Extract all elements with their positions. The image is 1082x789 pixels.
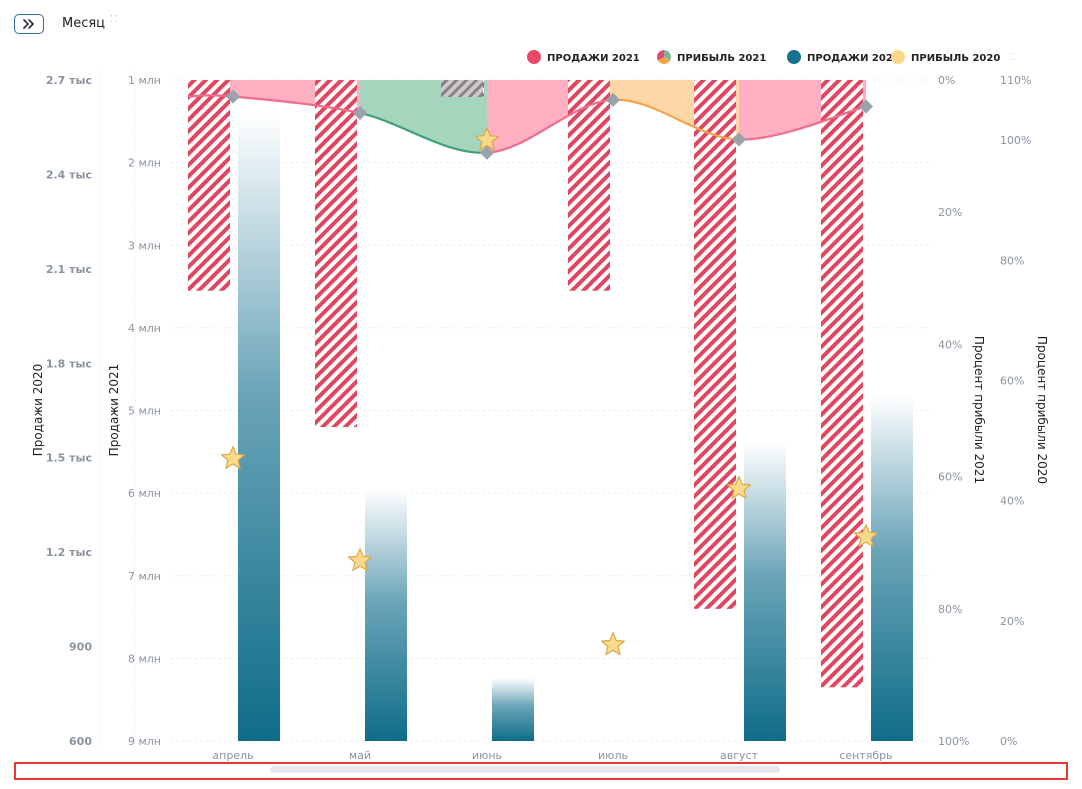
legend-dots-icon: ⁚⁚ bbox=[1010, 53, 1016, 63]
sales-2021-tick-label: 4 млн bbox=[128, 322, 161, 335]
profit-2020-tick-label: 100% bbox=[1000, 134, 1031, 147]
profit-2020-axis-title: Процент прибыли 2020 bbox=[1035, 336, 1049, 484]
profit-2020-star bbox=[475, 127, 499, 151]
profit-2020-tick-label: 110% bbox=[1000, 74, 1031, 87]
sales-2021-tick-label: 5 млн bbox=[128, 405, 161, 418]
bars bbox=[188, 80, 913, 741]
sales-2021-bar-june bbox=[441, 80, 483, 97]
markers bbox=[221, 89, 878, 656]
profit-2020-tick-label: 60% bbox=[1000, 374, 1024, 387]
period-label[interactable]: Месяц bbox=[62, 16, 106, 31]
sales-2021-tick-label: 3 млн bbox=[128, 239, 161, 252]
profit-2020-star bbox=[727, 476, 751, 499]
sales-2020-tick-label: 1.5 тыс bbox=[46, 452, 92, 465]
profit-2021-marker bbox=[605, 92, 621, 107]
profit-2021-tick-label: 20% bbox=[938, 206, 962, 219]
category-label: июнь bbox=[472, 749, 502, 762]
scrollbar-thumb[interactable] bbox=[270, 766, 780, 773]
sales-2021-tick-label: 2 млн bbox=[128, 157, 161, 170]
legend-swatch bbox=[787, 50, 801, 64]
profit-2021-tick-label: 40% bbox=[938, 338, 962, 351]
legend-swatch-part bbox=[664, 50, 671, 61]
scrollbar-highlight bbox=[14, 762, 1068, 780]
grid-lines bbox=[99, 70, 930, 745]
legend-swatch-part bbox=[657, 50, 664, 61]
sales-2020-tick-label: 1.8 тыс bbox=[46, 357, 92, 370]
legend-swatch bbox=[891, 50, 905, 64]
expand-sidebar-button[interactable] bbox=[14, 14, 44, 34]
profit-2021-tick-label: 80% bbox=[938, 603, 962, 616]
profit-2021-tick-label: 60% bbox=[938, 471, 962, 484]
profit-2021-marker bbox=[479, 145, 495, 160]
profit-2020-star bbox=[601, 632, 625, 656]
sales-2021-tick-label: 7 млн bbox=[128, 570, 161, 583]
profit-2021-axis-title: Процент прибыли 2021 bbox=[972, 336, 986, 484]
sales-2020-tick-label: 900 bbox=[69, 641, 92, 654]
legend-dots-icon: ⁚⁚ bbox=[630, 53, 636, 63]
category-label: август bbox=[720, 749, 759, 762]
sales-2020-tick-label: 2.7 тыс bbox=[46, 74, 92, 87]
profit-2021-line bbox=[188, 94, 866, 154]
sales-2021-tick-label: 9 млн bbox=[128, 735, 161, 748]
sales-2021-axis-title: Продажи 2021 bbox=[107, 364, 121, 457]
profit-2021-marker bbox=[352, 105, 368, 121]
profit-2021-line-segment bbox=[487, 99, 610, 154]
profit-2020-tick-label: 80% bbox=[1000, 254, 1024, 267]
legend-label: ПРИБЫЛЬ 2021 bbox=[677, 53, 766, 64]
category-label: апрель bbox=[212, 749, 253, 762]
legend-label: ПРОДАЖИ 2020 bbox=[807, 53, 900, 64]
legend-swatch bbox=[527, 50, 541, 64]
profit-2021-tick-label: 0% bbox=[938, 74, 955, 87]
legend-dots-icon: ⁚⁚ bbox=[760, 53, 766, 63]
category-label: июль bbox=[598, 749, 628, 762]
sales-2021-bar bbox=[315, 80, 357, 428]
category-label: май bbox=[349, 749, 371, 762]
toolbar: Месяц ⁚⁚ bbox=[0, 0, 1082, 50]
sales-2021-tick-label: 6 млн bbox=[128, 487, 161, 500]
sales-2021-tick-label: 1 млн bbox=[128, 74, 161, 87]
profit-2021-area-band bbox=[360, 80, 487, 153]
profit-2020-tick-label: 20% bbox=[1000, 615, 1024, 628]
sales-2021-bar bbox=[694, 80, 736, 609]
profit-2020-star bbox=[221, 446, 245, 469]
legend-label: ПРОДАЖИ 2021 bbox=[547, 53, 640, 64]
legend-swatch-part bbox=[657, 57, 671, 64]
sales-2021-bar bbox=[568, 80, 610, 291]
profit-2020-tick-label: 40% bbox=[1000, 495, 1024, 508]
profit-2020-star bbox=[854, 524, 878, 547]
profit-2021-line-segment bbox=[739, 105, 866, 141]
axes: 2.7 тыс 2.4 тыс 2.1 тыс 1.8 тыс 1.5 тыс 1.2 т… bbox=[31, 74, 1049, 762]
sales-2020-tick-label: 1.2 тыс bbox=[46, 546, 92, 559]
profit-2021-line-segment bbox=[188, 94, 360, 115]
profit-2021-marker bbox=[858, 99, 874, 114]
sales-2020-bar bbox=[238, 111, 280, 741]
profit-2021-tick-label: 100% bbox=[938, 735, 969, 748]
sales-2020-bar bbox=[492, 678, 534, 741]
sales-2020-bar bbox=[365, 489, 407, 741]
sales-2020-tick-label: 600 bbox=[69, 735, 92, 748]
drag-dots-icon[interactable]: ⁚⁚ bbox=[110, 14, 119, 25]
double-chevron-right-icon bbox=[23, 19, 34, 29]
legend: ПРОДАЖИ 2021⁚⁚ ПРИБЫЛЬ 2021⁚⁚ ПРОДАЖИ 2020… bbox=[527, 50, 1016, 64]
legend-label: ПРИБЫЛЬ 2020 bbox=[911, 53, 1000, 64]
profit-2021-marker bbox=[731, 132, 747, 147]
sales-2021-bar bbox=[188, 80, 230, 291]
sales-2021-tick-label: 8 млн bbox=[128, 652, 161, 665]
profit-2020-tick-label: 0% bbox=[1000, 735, 1017, 748]
sales-2021-bar bbox=[821, 80, 863, 688]
sales-2020-bar bbox=[871, 394, 913, 741]
category-label: сентябрь bbox=[839, 749, 892, 762]
sales-2020-tick-label: 2.1 тыс bbox=[46, 263, 92, 276]
sales-2020-bar bbox=[744, 441, 786, 741]
sales-2020-tick-label: 2.4 тыс bbox=[46, 168, 92, 181]
sales-2020-axis-title: Продажи 2020 bbox=[31, 364, 45, 457]
profit-2020-star bbox=[348, 548, 372, 571]
